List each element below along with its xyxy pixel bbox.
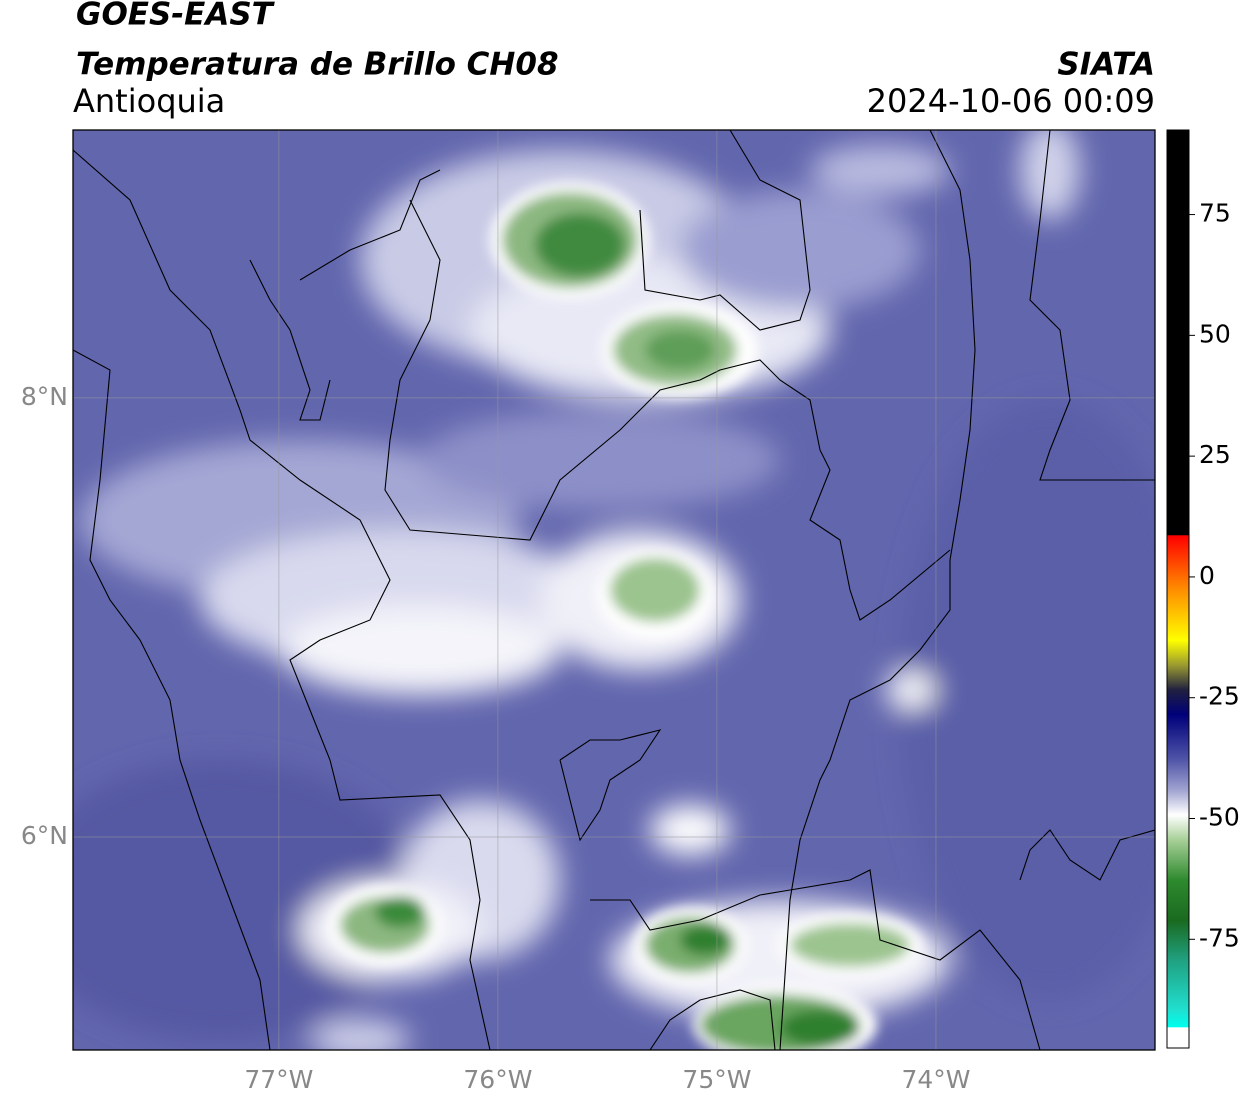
map-frame <box>72 129 1156 1051</box>
colorbar-tick-label: 75 <box>1199 199 1231 228</box>
timestamp: 2024-10-06 00:09 <box>867 82 1155 120</box>
colorbar <box>1166 129 1190 1049</box>
x-tick-label: 74°W <box>901 1065 970 1094</box>
x-tick-label: 76°W <box>463 1065 532 1094</box>
colorbar-tick-label: -75 <box>1199 923 1240 952</box>
colorbar-tick-label: 0 <box>1199 561 1215 590</box>
title: GOES-EAST <box>76 0 276 33</box>
x-tick-label: 75°W <box>682 1065 751 1094</box>
borders <box>73 130 1155 1050</box>
source: SIATA <box>1057 47 1155 83</box>
y-tick-label: 6°N <box>21 821 68 850</box>
y-tick-label: 8°N <box>21 382 68 411</box>
imagery <box>73 130 1155 1050</box>
colorbar-tick-label: -50 <box>1199 803 1240 832</box>
colorbar-tick-label: -25 <box>1199 682 1240 711</box>
graticule <box>73 130 1155 1050</box>
subtitle: Temperatura de Brillo CH08 <box>76 47 559 83</box>
colorbar-tick-label: 25 <box>1199 440 1231 469</box>
x-tick-label: 77°W <box>244 1065 313 1094</box>
colorbar-tick-label: 50 <box>1199 319 1231 348</box>
region: Antioquia <box>73 82 225 120</box>
